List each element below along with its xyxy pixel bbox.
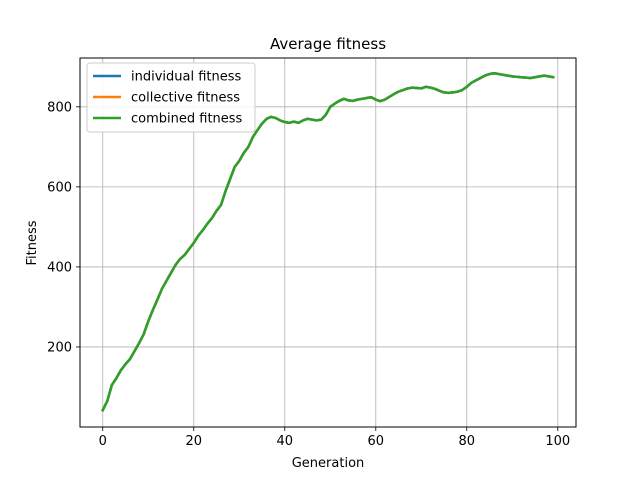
legend-entry: collective fitness (131, 91, 240, 106)
legend-entry: individual fitness (131, 70, 242, 85)
x-tick-label: 0 (99, 434, 107, 449)
plot-area-frame (79, 57, 577, 428)
y-axis-label: Fitness (25, 220, 40, 265)
series-line-combined-fitness (101, 71, 555, 412)
x-tick-label: 20 (185, 434, 202, 449)
legend-entry: combined fitness (131, 112, 243, 127)
legend-box (86, 62, 256, 133)
y-tick-label: 200 (47, 340, 72, 355)
y-tick-label: 400 (47, 260, 72, 275)
x-tick-label: 40 (276, 434, 293, 449)
legend-items: individual fitness collective fitness comb… (93, 70, 243, 127)
series-lines (101, 71, 555, 412)
chart-title: Average fitness (270, 35, 386, 53)
y-tick-label: 600 (47, 180, 72, 195)
y-tick-label: 800 (47, 100, 72, 115)
x-axis-label: Generation (292, 456, 365, 471)
axis-ticks: 0 20 40 60 80 100 200 400 600 800 (47, 100, 570, 449)
x-tick-label: 80 (459, 434, 476, 449)
chart-legend: individual fitness collective fitness comb… (86, 62, 256, 133)
x-tick-label: 100 (545, 434, 570, 449)
x-tick-label: 60 (368, 434, 385, 449)
